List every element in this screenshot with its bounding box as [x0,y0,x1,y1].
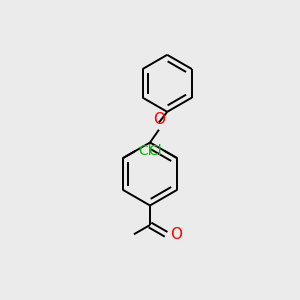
Text: O: O [170,227,182,242]
Text: Cl: Cl [148,144,162,158]
Text: O: O [153,112,165,127]
Text: Cl: Cl [138,144,152,158]
